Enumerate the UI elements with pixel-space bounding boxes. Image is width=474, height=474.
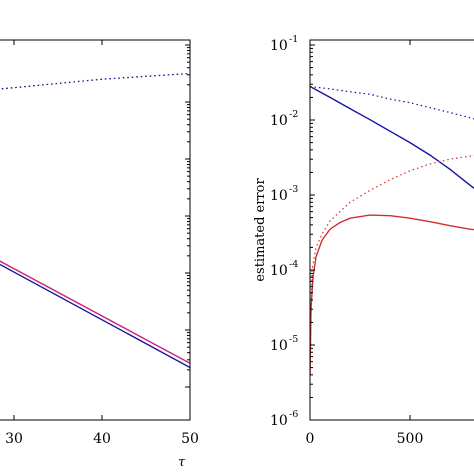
right-y-tick-label: 10 -1 — [270, 34, 298, 54]
left-x-axis-label: τ — [178, 455, 186, 470]
svg-text:-3: -3 — [289, 184, 298, 195]
left-series-blue-solid-line — [0, 263, 190, 369]
right-chart: 0 500 10-610-510-410-310-210-1 estimated … — [253, 34, 474, 447]
right-y-tick-label: 10 -4 — [270, 259, 298, 279]
right-series-blue-dotted-line — [310, 85, 474, 120]
svg-text:10: 10 — [270, 263, 288, 279]
svg-text:10: 10 — [270, 113, 288, 129]
right-y-axis-ticks: 10-610-510-410-310-210-1 — [270, 34, 315, 429]
svg-text:10: 10 — [270, 188, 288, 204]
right-series-red-solid-line — [310, 214, 474, 375]
left-series-magenta-solid-line — [0, 260, 190, 364]
svg-text:-2: -2 — [289, 109, 298, 120]
left-x-axis-ticks: 30 40 50 — [5, 40, 199, 447]
right-y-tick-label: 10 -2 — [270, 109, 298, 129]
svg-text:-6: -6 — [289, 409, 298, 420]
right-y-tick-label: 10 -6 — [270, 409, 298, 429]
right-series-red-dotted-line — [310, 155, 474, 372]
left-series-blue-dotted-line — [0, 72, 190, 90]
svg-text:10: 10 — [270, 38, 288, 54]
right-x-axis-ticks: 0 500 — [306, 40, 424, 447]
right-y-tick-label: 10 -3 — [270, 184, 298, 204]
svg-text:10: 10 — [270, 413, 288, 429]
left-series-red-dotted-line — [0, 72, 190, 90]
svg-text:-1: -1 — [289, 34, 298, 45]
left-x-tick-label: 40 — [93, 431, 111, 447]
left-series-group — [0, 72, 190, 369]
right-plot-frame — [309, 39, 474, 421]
left-plot-frame — [0, 39, 191, 421]
right-x-tick-label: 0 — [306, 431, 315, 447]
right-series-group — [310, 85, 474, 375]
left-x-tick-label: 30 — [5, 431, 23, 447]
right-y-axis-label: estimated error — [253, 178, 268, 282]
left-series-clip — [0, 72, 190, 369]
right-x-tick-label: 500 — [397, 431, 424, 447]
svg-text:-4: -4 — [289, 259, 298, 270]
right-y-tick-label: 10 -5 — [270, 334, 298, 354]
right-series-blue-solid-line — [310, 85, 474, 190]
svg-text:10: 10 — [270, 338, 288, 354]
left-chart: 30 40 50 τ — [0, 39, 199, 470]
left-x-tick-label: 50 — [181, 431, 199, 447]
right-series-clip — [310, 85, 474, 375]
svg-text:-5: -5 — [289, 334, 298, 345]
